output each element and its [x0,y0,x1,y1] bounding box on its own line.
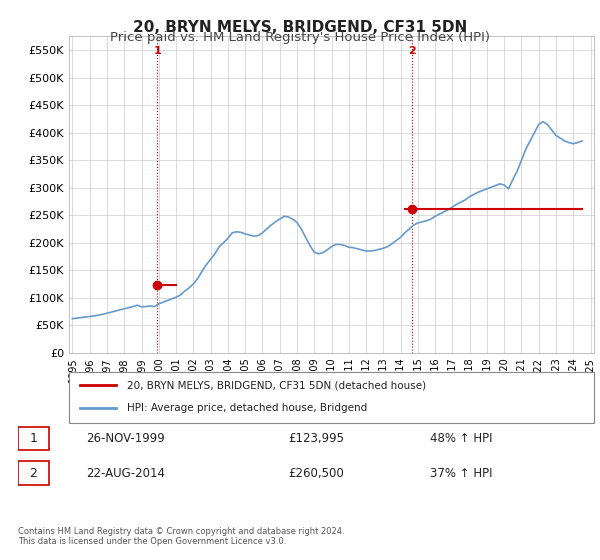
FancyBboxPatch shape [18,427,49,450]
Text: 20, BRYN MELYS, BRIDGEND, CF31 5DN: 20, BRYN MELYS, BRIDGEND, CF31 5DN [133,20,467,35]
Text: 48% ↑ HPI: 48% ↑ HPI [430,432,492,445]
Text: Price paid vs. HM Land Registry's House Price Index (HPI): Price paid vs. HM Land Registry's House … [110,31,490,44]
FancyBboxPatch shape [18,461,49,484]
Text: 37% ↑ HPI: 37% ↑ HPI [430,466,492,479]
Text: 26-NOV-1999: 26-NOV-1999 [86,432,164,445]
Text: 2: 2 [29,466,37,479]
Text: Contains HM Land Registry data © Crown copyright and database right 2024.
This d: Contains HM Land Registry data © Crown c… [18,526,344,546]
Text: 20, BRYN MELYS, BRIDGEND, CF31 5DN (detached house): 20, BRYN MELYS, BRIDGEND, CF31 5DN (deta… [127,380,426,390]
Text: 1: 1 [29,432,37,445]
Text: 22-AUG-2014: 22-AUG-2014 [86,466,164,479]
Text: £123,995: £123,995 [289,432,345,445]
Text: £260,500: £260,500 [289,466,344,479]
Text: HPI: Average price, detached house, Bridgend: HPI: Average price, detached house, Brid… [127,403,367,413]
FancyBboxPatch shape [69,372,594,423]
Text: 1: 1 [153,46,161,56]
Text: 2: 2 [408,46,416,56]
